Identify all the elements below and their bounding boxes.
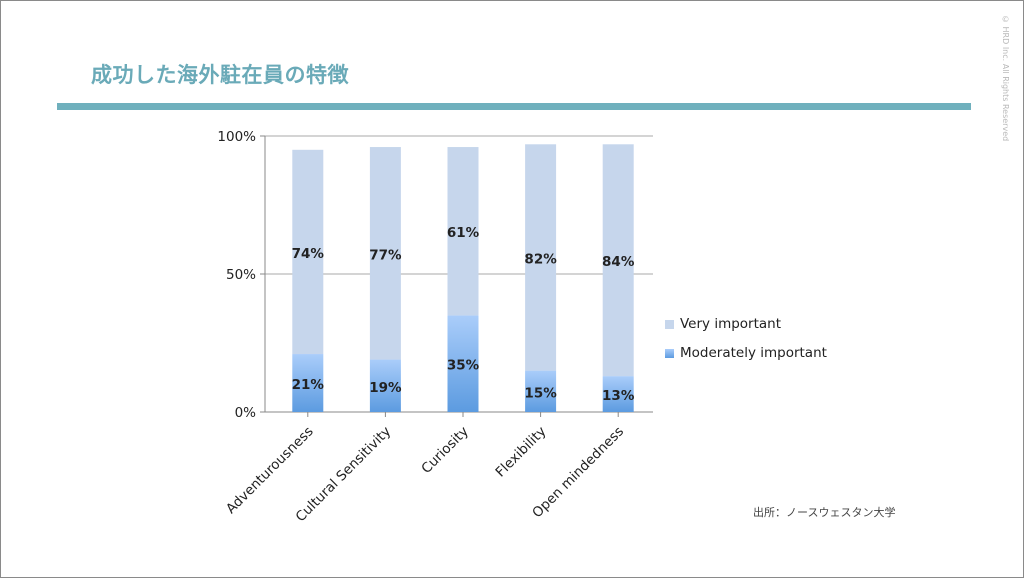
copyright-notice: © HRD Inc. All Rights Reserved [1001,15,1010,142]
legend-item-moderately-important: Moderately important [665,344,827,362]
data-label-moderately-important: 15% [524,385,557,401]
legend-label-very-important: Very important [680,316,782,332]
data-label-moderately-important: 19% [369,380,402,396]
data-label-very-important: 77% [369,247,402,263]
legend-item-very-important: Very important [665,315,781,333]
legend-swatch-moderately-important [665,348,674,358]
y-tick-label: 100% [217,129,256,145]
x-tick-label: Curiosity [418,424,471,477]
bar-moderately-important [447,315,479,412]
data-label-moderately-important: 35% [447,358,480,374]
title-underline [57,103,971,110]
bar-very-important [602,144,634,377]
slide-title: 成功した海外駐在員の特徴 [91,63,349,87]
x-tick-label: Flexibility [493,424,550,481]
bar-very-important [369,147,401,360]
bar-very-important [525,144,557,371]
labels-layer: 21% 74% 19% 77% 35% 61% 15% 82% 13% 84% [292,225,635,404]
bar-moderately-important [525,370,557,412]
bar-very-important [292,149,324,355]
y-tick-label: 0% [235,405,257,421]
source-note: 出所：ノースウェスタン大学 [753,506,896,519]
data-label-very-important: 84% [602,254,635,270]
data-label-very-important: 61% [447,225,480,241]
y-tick-label: 50% [226,267,256,283]
bar-moderately-important [602,376,634,412]
legend-label-moderately-important: Moderately important [680,345,827,361]
bar-moderately-important [369,359,401,412]
data-label-very-important: 82% [524,251,557,267]
bar-very-important [447,147,479,316]
bars-layer [292,144,634,412]
data-label-very-important: 74% [292,246,325,262]
bar-moderately-important [292,354,324,412]
data-label-moderately-important: 21% [292,377,325,393]
data-label-moderately-important: 13% [602,388,635,404]
legend-swatch-very-important [665,319,674,329]
